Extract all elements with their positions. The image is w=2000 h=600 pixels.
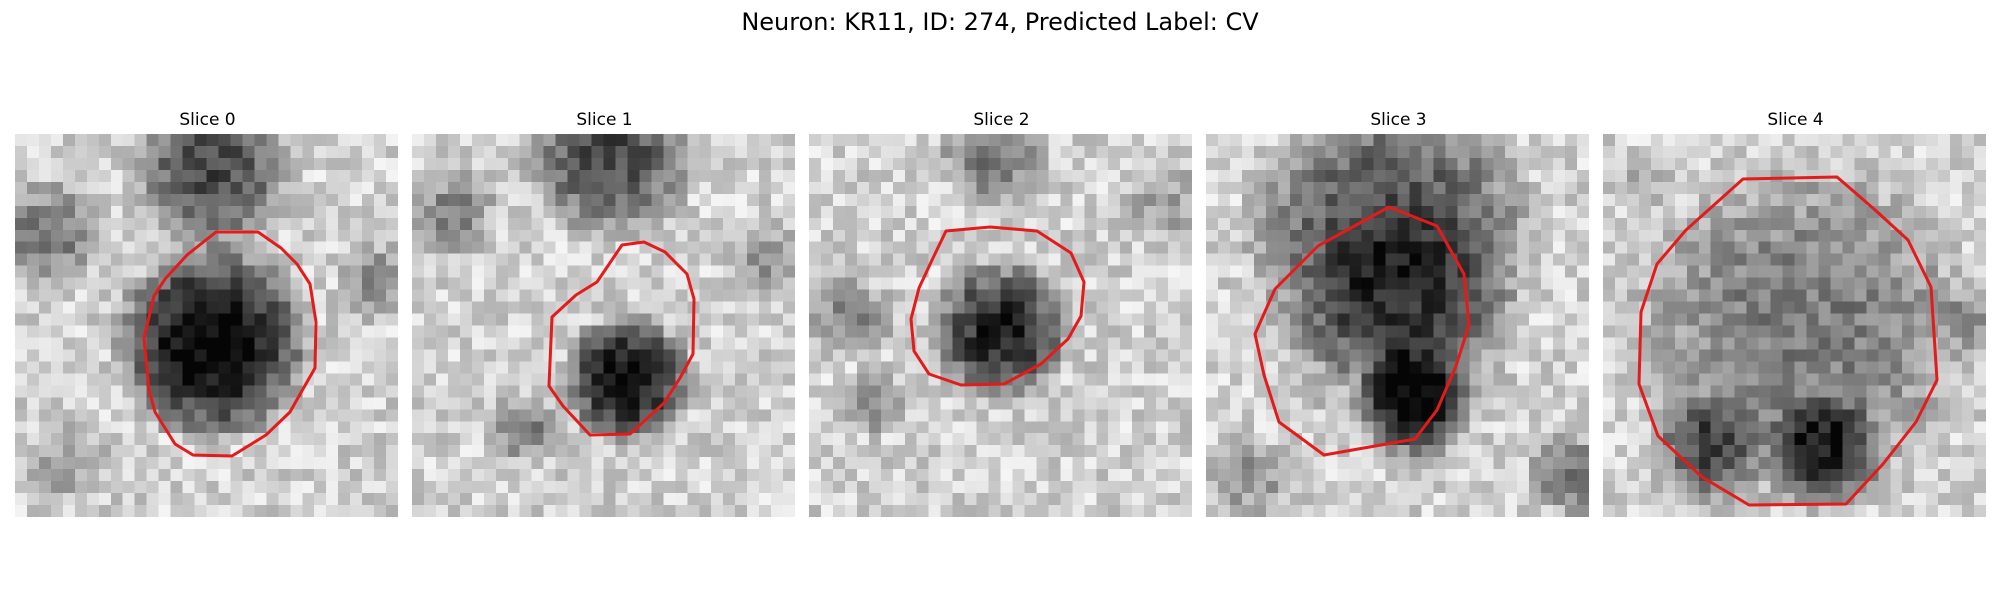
slice-panel-3: Slice 3 (1206, 108, 1591, 517)
slice-title: Slice 2 (973, 110, 1030, 130)
slice-title: Slice 4 (1767, 110, 1824, 130)
slice-image (15, 134, 398, 517)
slice-image (1603, 134, 1986, 517)
slice-panel-1: Slice 1 (412, 108, 797, 517)
slice-title: Slice 3 (1370, 110, 1427, 130)
slice-image (1206, 134, 1589, 517)
slice-panel-4: Slice 4 (1603, 108, 1988, 517)
slice-title: Slice 0 (179, 110, 236, 130)
slice-title: Slice 1 (576, 110, 633, 130)
slice-panel-0: Slice 0 (15, 108, 400, 517)
slice-panel-2: Slice 2 (809, 108, 1194, 517)
figure-title: Neuron: KR11, ID: 274, Predicted Label: … (741, 8, 1259, 36)
slice-image (809, 134, 1192, 517)
slice-image (412, 134, 795, 517)
